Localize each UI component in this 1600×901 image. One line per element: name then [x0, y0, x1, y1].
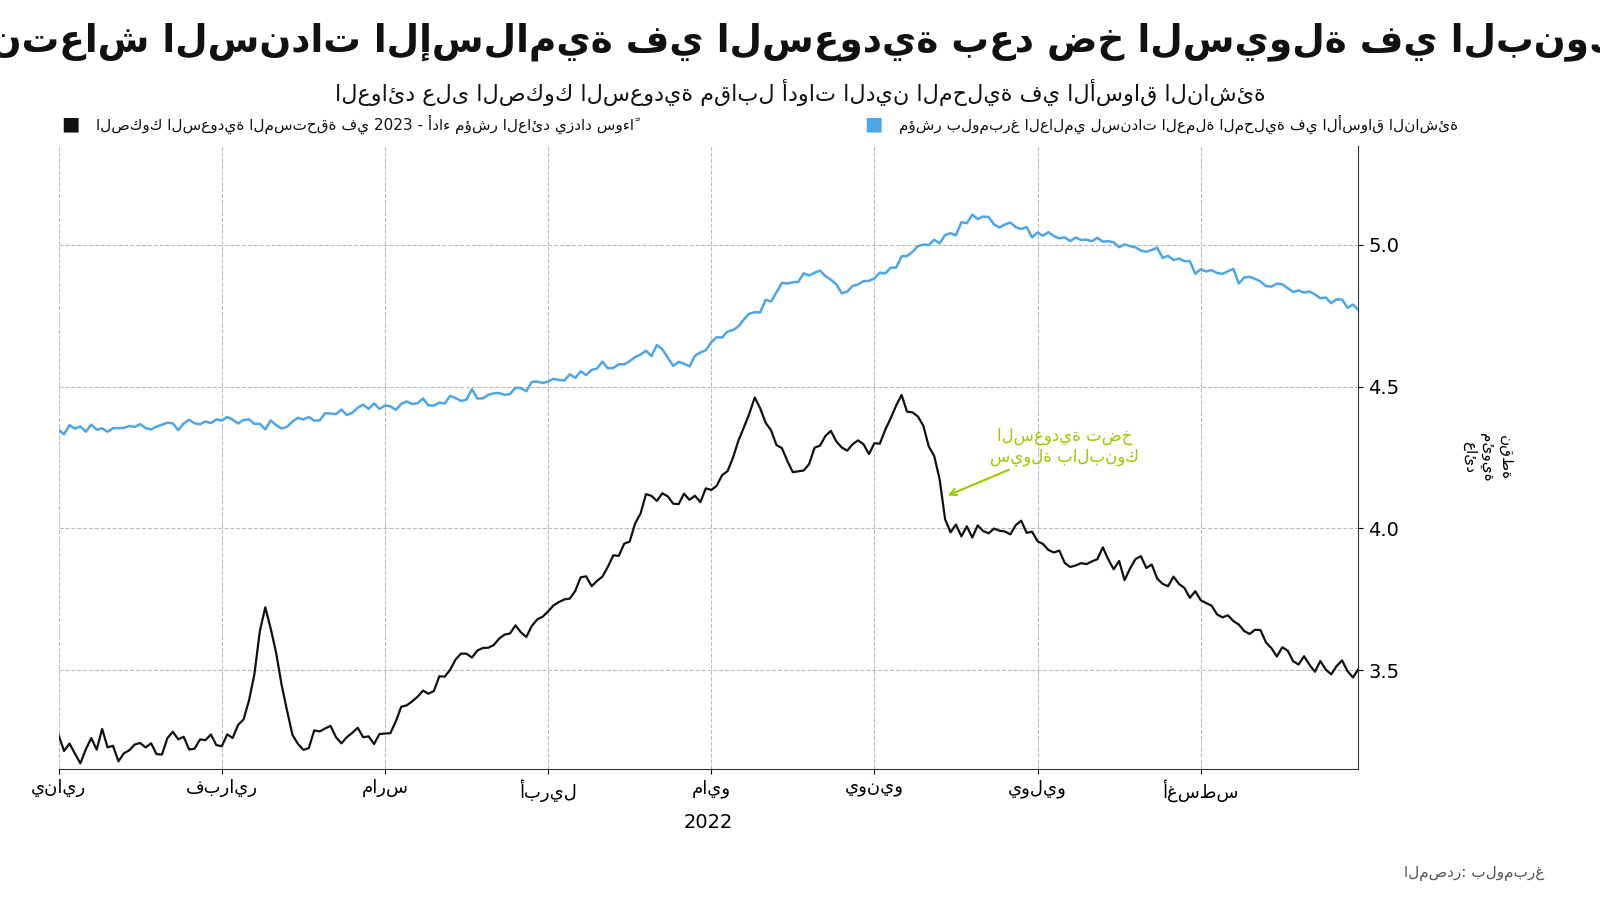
- Text: المصدر: بلومبرغ: المصدر: بلومبرغ: [1403, 866, 1544, 881]
- X-axis label: 2022: 2022: [683, 813, 733, 832]
- Text: السعودية تضخ
سيولة بالبنوك: السعودية تضخ سيولة بالبنوك: [950, 427, 1139, 495]
- Text: ■: ■: [61, 114, 78, 134]
- Y-axis label: نقطة
مئوية
عائد: نقطة مئوية عائد: [1462, 433, 1514, 482]
- Text: الصكوك السعودية المستحقة في 2023 - أداء مؤشر العائد يزداد سوءاً: الصكوك السعودية المستحقة في 2023 - أداء …: [96, 114, 634, 134]
- Text: انتعاش السندات الإسلامية في السعودية بعد ضخ السيولة في البنوك: انتعاش السندات الإسلامية في السعودية بعد…: [0, 23, 1600, 61]
- Text: مؤشر بلومبرغ العالمي لسندات العملة المحلية في الأسواق الناشئة: مؤشر بلومبرغ العالمي لسندات العملة المحل…: [899, 114, 1458, 134]
- Text: ■: ■: [864, 114, 882, 134]
- Text: العوائد على الصكوك السعودية مقابل أدوات الدين المحلية في الأسواق الناشئة: العوائد على الصكوك السعودية مقابل أدوات …: [334, 79, 1266, 106]
